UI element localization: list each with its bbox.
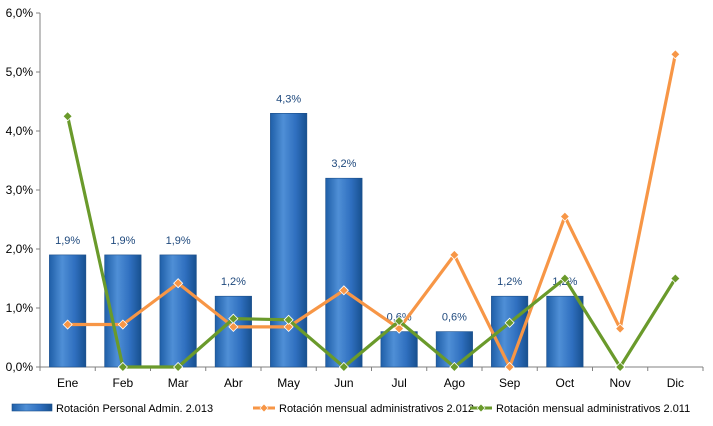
y-tick-label: 2,0% <box>6 242 34 256</box>
point-marker <box>615 361 626 373</box>
series-line <box>66 115 677 369</box>
x-tick-label: Mar <box>168 376 189 390</box>
point-marker <box>228 313 239 324</box>
y-tick-label: 1,0% <box>6 301 34 315</box>
x-tick-label: Dic <box>667 376 684 390</box>
point-marker <box>117 361 128 373</box>
bar-data-label: 1,9% <box>55 235 80 247</box>
x-tick-label: Ago <box>444 376 466 390</box>
point-marker <box>559 211 570 222</box>
x-tick-label: Nov <box>609 376 630 390</box>
legend-entry-label: Rotación mensual administrativos 2.012 <box>279 403 474 415</box>
bar-data-label: 1,9% <box>166 235 191 247</box>
point-marker <box>449 361 460 373</box>
point-marker <box>173 361 184 373</box>
point-marker <box>283 314 294 325</box>
point-marker <box>117 319 128 330</box>
x-tick-label: Feb <box>113 376 134 390</box>
line-series <box>62 49 681 373</box>
point-marker <box>670 49 681 60</box>
legend-swatch-bar <box>11 403 53 412</box>
bar-data-label: 1,2% <box>221 276 246 288</box>
series-line <box>67 53 677 369</box>
bar <box>435 331 473 368</box>
point-marker <box>449 249 460 260</box>
y-tick-label: 3,0% <box>6 183 34 197</box>
y-tick-label: 6,0% <box>6 6 34 20</box>
y-tick-label: 0,0% <box>6 360 34 374</box>
bar <box>325 177 363 368</box>
x-tick-label: Abr <box>224 376 243 390</box>
bar-data-label: 3,2% <box>331 158 356 170</box>
point-marker <box>504 361 515 373</box>
x-tick-label: May <box>277 376 300 390</box>
point-marker <box>504 317 515 328</box>
point-marker <box>62 111 73 122</box>
point-marker <box>394 323 405 334</box>
bar-data-label: 1,9% <box>110 235 135 247</box>
point-marker <box>559 273 570 284</box>
legend-entry-label: Rotación Personal Admin. 2.013 <box>56 403 213 415</box>
bar <box>159 254 197 368</box>
y-tick-label: 4,0% <box>6 124 34 138</box>
x-tick-label: Jun <box>334 376 353 390</box>
x-tick-label: Ene <box>57 376 79 390</box>
x-tick-label: Jul <box>391 376 406 390</box>
point-marker <box>173 278 184 289</box>
point-marker <box>670 273 681 284</box>
bar <box>546 295 584 368</box>
x-tick-label: Sep <box>499 376 521 390</box>
point-marker <box>62 319 73 330</box>
point-marker <box>228 321 239 332</box>
bar-data-label: 0,6% <box>442 312 467 324</box>
legend-entry-label: Rotación mensual administrativos 2.011 <box>496 403 690 415</box>
point-marker <box>615 323 626 334</box>
point-marker <box>394 315 405 327</box>
axes: 0,0% 1,0% 2,0% 3,0% 4,0% 5,0% 6,0% Ene Feb Mar Abr… <box>6 6 704 390</box>
x-tick-label: Oct <box>556 376 575 390</box>
bar <box>380 331 418 368</box>
bar-data-label: 1,2% <box>497 276 522 288</box>
legend-swatch-marker <box>259 403 269 413</box>
bar <box>49 254 87 368</box>
point-marker <box>283 321 294 332</box>
bar-data-label: 4,3% <box>276 93 301 105</box>
legend: Rotación Personal Admin. 2.013 Rotación m… <box>11 403 690 415</box>
point-marker <box>338 285 349 296</box>
point-marker <box>338 361 349 373</box>
y-tick-label: 5,0% <box>6 65 34 79</box>
legend-swatch-marker <box>476 403 486 413</box>
